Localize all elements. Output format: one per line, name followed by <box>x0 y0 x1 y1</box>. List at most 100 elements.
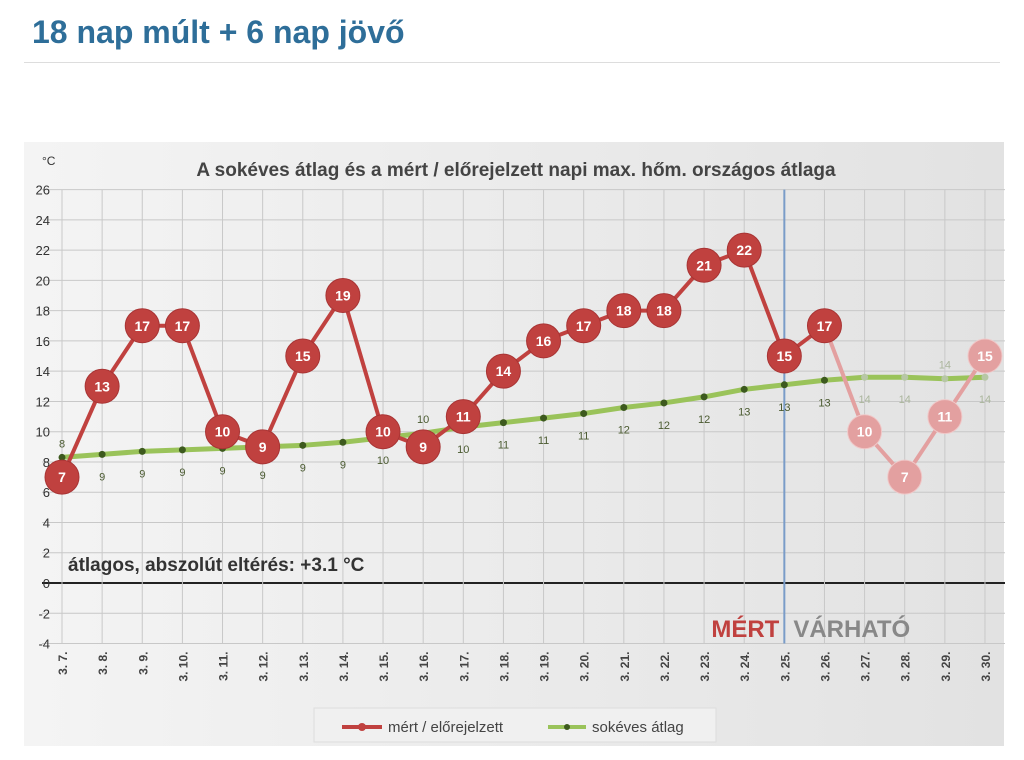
measured-value-label: 17 <box>817 318 833 334</box>
measured-marker <box>967 338 1003 374</box>
measured-value-label: 11 <box>456 409 471 425</box>
measured-marker <box>285 338 321 374</box>
x-tick-label: 3. 23. <box>698 652 712 682</box>
y-tick-label: 26 <box>36 183 50 198</box>
x-tick-label: 3. 9. <box>136 652 150 675</box>
average-marker <box>499 419 507 427</box>
average-value-label: 9 <box>300 462 306 474</box>
average-value-label: 11 <box>498 440 509 452</box>
average-value-label: 14 <box>858 394 870 406</box>
legend-marker-average <box>564 724 570 730</box>
measured-marker <box>164 308 200 344</box>
y-tick-label: 18 <box>36 304 50 319</box>
measured-marker <box>245 429 281 465</box>
y-tick-label: 20 <box>36 273 50 288</box>
divider <box>24 62 1000 63</box>
deviation-annotation: átlagos, abszolút eltérés: +3.1 °C <box>68 555 365 576</box>
average-marker <box>820 376 828 384</box>
x-tick-label: 3. 20. <box>578 652 592 682</box>
average-value-label: 11 <box>538 435 549 447</box>
y-axis-label: °C <box>42 154 56 168</box>
measured-marker <box>806 308 842 344</box>
y-tick-label: -4 <box>38 637 50 652</box>
measured-value-label: 17 <box>576 318 592 334</box>
x-tick-label: 3. 21. <box>618 652 632 682</box>
measured-value-label: 21 <box>696 257 712 273</box>
y-tick-label: 4 <box>43 515 50 530</box>
measured-marker <box>445 399 481 435</box>
x-tick-label: 3. 28. <box>899 652 913 682</box>
measured-marker <box>44 459 80 495</box>
measured-value-label: 22 <box>736 242 752 258</box>
measured-label: MÉRT <box>711 615 779 643</box>
average-marker <box>138 447 146 455</box>
average-marker <box>740 385 748 393</box>
measured-value-label: 14 <box>496 363 512 379</box>
measured-marker <box>686 247 722 283</box>
measured-value-label: 10 <box>857 424 873 440</box>
average-value-label: 9 <box>340 459 346 471</box>
measured-marker <box>847 414 883 450</box>
measured-value-label: 11 <box>937 409 952 425</box>
average-value-label: 13 <box>738 406 750 418</box>
average-value-label: 12 <box>658 420 670 432</box>
series-segment-measured <box>180 325 225 433</box>
average-value-label: 13 <box>778 402 790 414</box>
measured-value-label: 17 <box>175 318 191 334</box>
measured-marker <box>646 293 682 329</box>
measured-marker <box>726 232 762 268</box>
x-tick-label: 3. 15. <box>377 652 391 682</box>
measured-value-label: 15 <box>295 348 311 364</box>
average-value-label: 9 <box>260 470 266 482</box>
average-value-label: 12 <box>618 424 630 436</box>
y-tick-label: 10 <box>36 425 50 440</box>
average-value-label: 9 <box>139 468 145 480</box>
y-tick-label: 22 <box>36 243 50 258</box>
series-segment-measured <box>340 294 385 433</box>
average-marker <box>580 410 588 418</box>
chart-title: A sokéves átlag és a mért / előrejelzett… <box>196 160 836 181</box>
y-tick-label: 16 <box>36 334 50 349</box>
measured-marker <box>887 459 923 495</box>
x-tick-label: 3. 30. <box>979 652 993 682</box>
average-marker <box>780 381 788 389</box>
measured-marker <box>405 429 441 465</box>
y-tick-label: 24 <box>36 213 50 228</box>
measured-value-label: 7 <box>58 469 66 485</box>
average-value-label: 10 <box>457 444 469 456</box>
average-marker <box>981 373 989 381</box>
measured-marker <box>566 308 602 344</box>
x-tick-label: 3. 11. <box>217 652 231 681</box>
average-marker <box>339 438 347 446</box>
x-tick-label: 3. 29. <box>939 652 953 682</box>
average-value-label: 11 <box>578 431 589 443</box>
average-marker <box>178 446 186 454</box>
average-marker <box>660 399 668 407</box>
average-value-label: 8 <box>59 438 65 450</box>
legend-label-measured: mért / előrejelzett <box>388 719 504 736</box>
average-value-label: 9 <box>219 465 225 477</box>
measured-value-label: 10 <box>215 424 231 440</box>
average-marker <box>98 450 106 458</box>
x-tick-label: 3. 8. <box>96 652 110 675</box>
x-tick-label: 3. 16. <box>417 652 431 682</box>
y-tick-label: 6 <box>43 485 50 500</box>
measured-marker <box>606 293 642 329</box>
average-value-label: 10 <box>417 414 429 426</box>
chart-background <box>24 142 1004 746</box>
measured-marker <box>84 368 120 404</box>
measured-value-label: 16 <box>536 333 552 349</box>
average-marker <box>620 403 628 411</box>
measured-value-label: 18 <box>616 303 632 319</box>
page-title: 18 nap múlt + 6 nap jövő <box>32 14 405 50</box>
average-marker <box>299 441 307 449</box>
legend-marker-measured <box>358 723 366 731</box>
x-tick-label: 3. 25. <box>778 652 792 682</box>
x-tick-label: 3. 12. <box>257 652 271 682</box>
measured-value-label: 7 <box>901 469 909 485</box>
x-tick-label: 3. 14. <box>337 652 351 682</box>
measured-value-label: 13 <box>94 378 110 394</box>
average-value-label: 14 <box>939 360 951 372</box>
average-marker <box>861 373 869 381</box>
